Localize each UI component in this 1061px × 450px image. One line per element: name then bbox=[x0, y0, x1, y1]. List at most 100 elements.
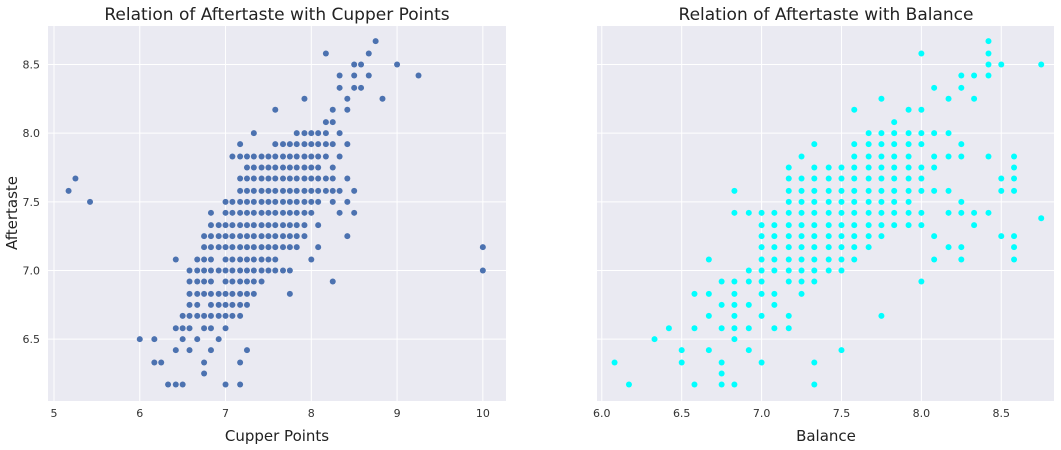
scatter-point bbox=[758, 312, 765, 319]
scatter-point bbox=[286, 233, 293, 240]
scatter-point bbox=[280, 153, 287, 160]
scatter-point bbox=[825, 187, 832, 194]
scatter-point bbox=[878, 312, 885, 319]
scatter-point bbox=[329, 198, 336, 205]
scatter-point bbox=[215, 244, 222, 251]
scatter-point bbox=[308, 175, 315, 182]
scatter-point bbox=[985, 153, 992, 160]
scatter-point bbox=[865, 222, 872, 229]
scatter-point bbox=[798, 278, 805, 285]
scatter-point bbox=[945, 209, 952, 216]
scatter-point bbox=[280, 198, 287, 205]
scatter-point bbox=[280, 222, 287, 229]
scatter-point bbox=[201, 244, 208, 251]
scatter-point bbox=[186, 325, 193, 332]
scatter-point bbox=[798, 198, 805, 205]
scatter-point bbox=[358, 61, 365, 68]
scatter-point bbox=[280, 209, 287, 216]
scatter-point bbox=[237, 209, 244, 216]
scatter-point bbox=[718, 359, 725, 366]
scatter-point bbox=[998, 187, 1005, 194]
scatter-point bbox=[372, 38, 379, 45]
scatter-point bbox=[838, 244, 845, 251]
scatter-point bbox=[344, 198, 351, 205]
scatter-point bbox=[286, 244, 293, 251]
scatter-point bbox=[272, 175, 279, 182]
y-tick-label: 6.5 bbox=[23, 333, 41, 346]
scatter-point bbox=[931, 130, 938, 137]
scatter-point bbox=[918, 175, 925, 182]
scatter-point bbox=[222, 325, 229, 332]
scatter-point bbox=[825, 164, 832, 171]
scatter-point bbox=[179, 325, 186, 332]
scatter-point bbox=[878, 187, 885, 194]
scatter-point bbox=[758, 233, 765, 240]
scatter-point bbox=[158, 359, 165, 366]
scatter-point bbox=[931, 164, 938, 171]
scatter-point bbox=[825, 198, 832, 205]
scatter-point bbox=[958, 84, 965, 91]
scatter-point bbox=[865, 244, 872, 251]
scatter-point bbox=[172, 256, 179, 263]
scatter-point bbox=[958, 209, 965, 216]
scatter-point bbox=[718, 381, 725, 388]
scatter-point bbox=[265, 198, 272, 205]
scatter-point bbox=[265, 222, 272, 229]
scatter-point bbox=[851, 153, 858, 160]
scatter-point bbox=[301, 141, 308, 148]
scatter-point bbox=[985, 61, 992, 68]
scatter-point bbox=[272, 209, 279, 216]
scatter-point bbox=[250, 130, 257, 137]
scatter-point bbox=[785, 198, 792, 205]
scatter-point bbox=[785, 233, 792, 240]
scatter-point bbox=[201, 267, 208, 274]
scatter-point bbox=[222, 312, 229, 319]
scatter-point bbox=[308, 209, 315, 216]
scatter-point bbox=[229, 222, 236, 229]
scatter-point bbox=[918, 130, 925, 137]
scatter-point bbox=[301, 209, 308, 216]
scatter-point bbox=[905, 106, 912, 113]
scatter-point bbox=[838, 347, 845, 354]
scatter-point bbox=[207, 301, 214, 308]
scatter-point bbox=[201, 359, 208, 366]
scatter-point bbox=[351, 209, 358, 216]
scatter-point bbox=[322, 187, 329, 194]
scatter-point bbox=[351, 187, 358, 194]
scatter-point bbox=[771, 290, 778, 297]
scatter-point bbox=[222, 381, 229, 388]
chart-title: Relation of Aftertaste with Cupper Point… bbox=[104, 5, 449, 25]
scatter-point bbox=[258, 267, 265, 274]
scatter-point bbox=[731, 290, 738, 297]
scatter-point bbox=[265, 153, 272, 160]
scatter-point bbox=[250, 175, 257, 182]
scatter-point bbox=[237, 290, 244, 297]
scatter-point bbox=[258, 244, 265, 251]
scatter-point bbox=[179, 381, 186, 388]
chart-title: Relation of Aftertaste with Balance bbox=[679, 5, 974, 25]
scatter-point bbox=[838, 164, 845, 171]
scatter-point bbox=[201, 256, 208, 263]
scatter-point bbox=[838, 175, 845, 182]
scatter-point bbox=[243, 153, 250, 160]
scatter-point bbox=[745, 209, 752, 216]
scatter-point bbox=[891, 130, 898, 137]
scatter-point bbox=[351, 72, 358, 79]
scatter-point bbox=[222, 290, 229, 297]
scatter-point bbox=[250, 209, 257, 216]
scatter-point bbox=[258, 278, 265, 285]
scatter-point bbox=[265, 164, 272, 171]
scatter-point bbox=[945, 244, 952, 251]
scatter-point bbox=[280, 175, 287, 182]
scatter-point bbox=[272, 141, 279, 148]
scatter-point bbox=[329, 164, 336, 171]
scatter-point bbox=[811, 187, 818, 194]
scatter-point bbox=[286, 153, 293, 160]
scatter-point bbox=[286, 141, 293, 148]
scatter-point bbox=[918, 187, 925, 194]
scatter-point bbox=[265, 233, 272, 240]
scatter-point bbox=[243, 187, 250, 194]
scatter-point bbox=[194, 301, 201, 308]
scatter-point bbox=[758, 267, 765, 274]
x-tick-labels: 5 6 7 8 9 10 bbox=[51, 407, 490, 420]
